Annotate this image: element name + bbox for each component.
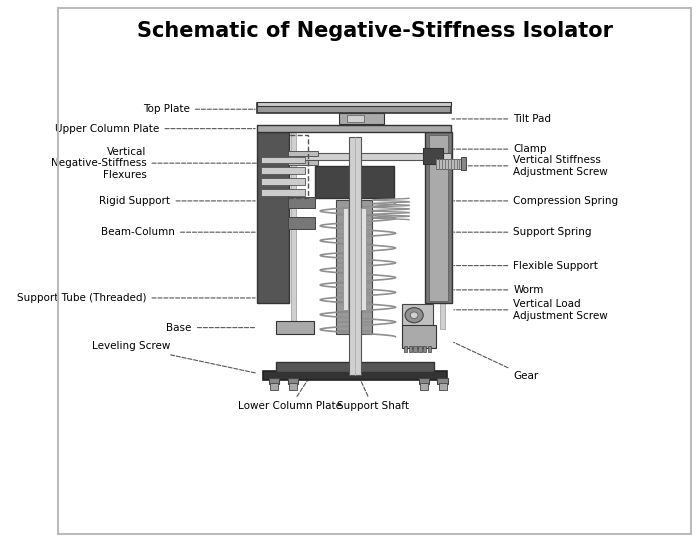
Bar <box>349 137 361 375</box>
Bar <box>257 132 289 304</box>
Bar <box>361 209 366 310</box>
Bar <box>263 371 447 380</box>
Bar <box>438 378 448 384</box>
Bar <box>461 157 466 170</box>
Bar <box>315 166 394 198</box>
Text: Lower Column Plate: Lower Column Plate <box>239 369 342 411</box>
Bar <box>414 346 416 352</box>
Text: Tilt Pad: Tilt Pad <box>452 114 552 124</box>
Text: Leveling Screw: Leveling Screw <box>92 341 256 373</box>
Bar <box>343 209 348 310</box>
Bar <box>419 346 421 352</box>
Bar <box>339 113 384 124</box>
Bar <box>288 153 451 160</box>
Text: Support Shaft: Support Shaft <box>337 370 409 411</box>
Bar <box>257 125 451 132</box>
Text: Support Tube (Threaded): Support Tube (Threaded) <box>17 293 256 303</box>
Text: Worm: Worm <box>454 285 544 295</box>
Bar <box>269 378 279 384</box>
Bar <box>428 346 431 352</box>
Bar <box>439 383 447 390</box>
Bar <box>409 346 412 352</box>
Bar <box>347 115 363 121</box>
Circle shape <box>410 312 418 319</box>
Bar <box>404 346 407 352</box>
Bar <box>261 157 305 163</box>
Text: Top Plate: Top Plate <box>143 104 256 114</box>
Bar <box>270 383 278 390</box>
Bar <box>276 362 434 372</box>
Bar <box>435 159 463 169</box>
Bar <box>288 151 318 156</box>
Bar <box>259 134 308 198</box>
Text: Clamp: Clamp <box>454 144 547 154</box>
Bar <box>257 102 451 106</box>
Text: Upper Column Plate: Upper Column Plate <box>55 124 256 134</box>
Bar <box>429 134 449 301</box>
Bar <box>425 132 452 304</box>
Bar <box>402 305 433 326</box>
Bar <box>420 383 428 390</box>
Bar <box>261 167 305 174</box>
Bar <box>257 104 451 113</box>
Bar <box>276 321 314 334</box>
Text: Schematic of Negative-Stiffness Isolator: Schematic of Negative-Stiffness Isolator <box>136 21 612 41</box>
Circle shape <box>405 308 424 323</box>
Bar <box>289 383 297 390</box>
Text: Gear: Gear <box>454 343 538 381</box>
Text: Beam-Column: Beam-Column <box>101 227 256 237</box>
Bar <box>261 189 305 196</box>
Bar <box>402 325 436 347</box>
Bar <box>419 378 429 384</box>
Bar <box>440 132 445 328</box>
Bar <box>288 160 318 165</box>
Bar <box>261 178 305 185</box>
Bar <box>336 201 372 334</box>
Bar <box>288 197 315 209</box>
Bar <box>288 217 315 229</box>
Bar <box>424 148 442 164</box>
Text: Flexible Support: Flexible Support <box>454 261 598 270</box>
Text: Vertical
Negative-Stiffness
Flexures: Vertical Negative-Stiffness Flexures <box>51 146 256 180</box>
Text: Base: Base <box>167 322 256 333</box>
Text: Compression Spring: Compression Spring <box>454 196 618 206</box>
Bar <box>291 132 296 328</box>
Bar <box>424 346 426 352</box>
Text: Vertical Load
Adjustment Screw: Vertical Load Adjustment Screw <box>454 299 608 321</box>
Bar <box>288 378 298 384</box>
Text: Support Spring: Support Spring <box>454 227 592 237</box>
Text: Vertical Stiffness
Adjustment Screw: Vertical Stiffness Adjustment Screw <box>466 155 608 177</box>
Text: Rigid Support: Rigid Support <box>99 196 256 206</box>
